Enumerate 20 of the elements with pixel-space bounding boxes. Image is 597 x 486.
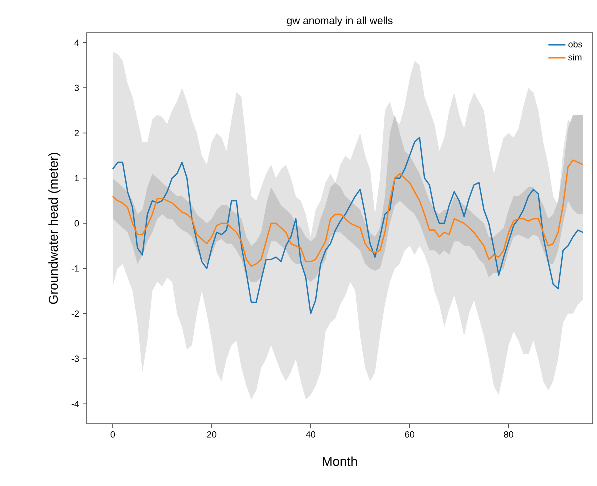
y-tick-label: 0 [74,220,80,227]
legend-label: obs [568,41,582,48]
x-tick-label: 80 [504,432,514,438]
x-axis-title: Month [323,456,358,466]
y-tick-label: 3 [74,84,80,92]
line-series [112,137,584,314]
chart-title: gw anomaly in all wells [287,16,393,27]
y-tick-label: 2 [74,130,80,136]
y-tick-label: 4 [74,40,80,46]
x-tick-label: 60 [405,432,415,438]
x-tick-label: 40 [306,432,316,438]
y-tick-label: -1 [72,266,80,272]
y-tick-label: -3 [72,356,80,362]
y-tick-label: 1 [75,175,80,182]
y-tick-label: -2 [72,310,80,317]
y-axis-title: Groundwater head (meter) [48,153,61,304]
x-tick-label: 20 [207,432,217,438]
y-tick-label: -4 [72,401,80,408]
legend-label: sim [568,54,582,61]
x-tick-label: 0 [110,432,116,438]
